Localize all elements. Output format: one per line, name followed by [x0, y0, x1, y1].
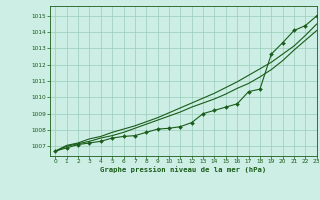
X-axis label: Graphe pression niveau de la mer (hPa): Graphe pression niveau de la mer (hPa) — [100, 167, 266, 173]
